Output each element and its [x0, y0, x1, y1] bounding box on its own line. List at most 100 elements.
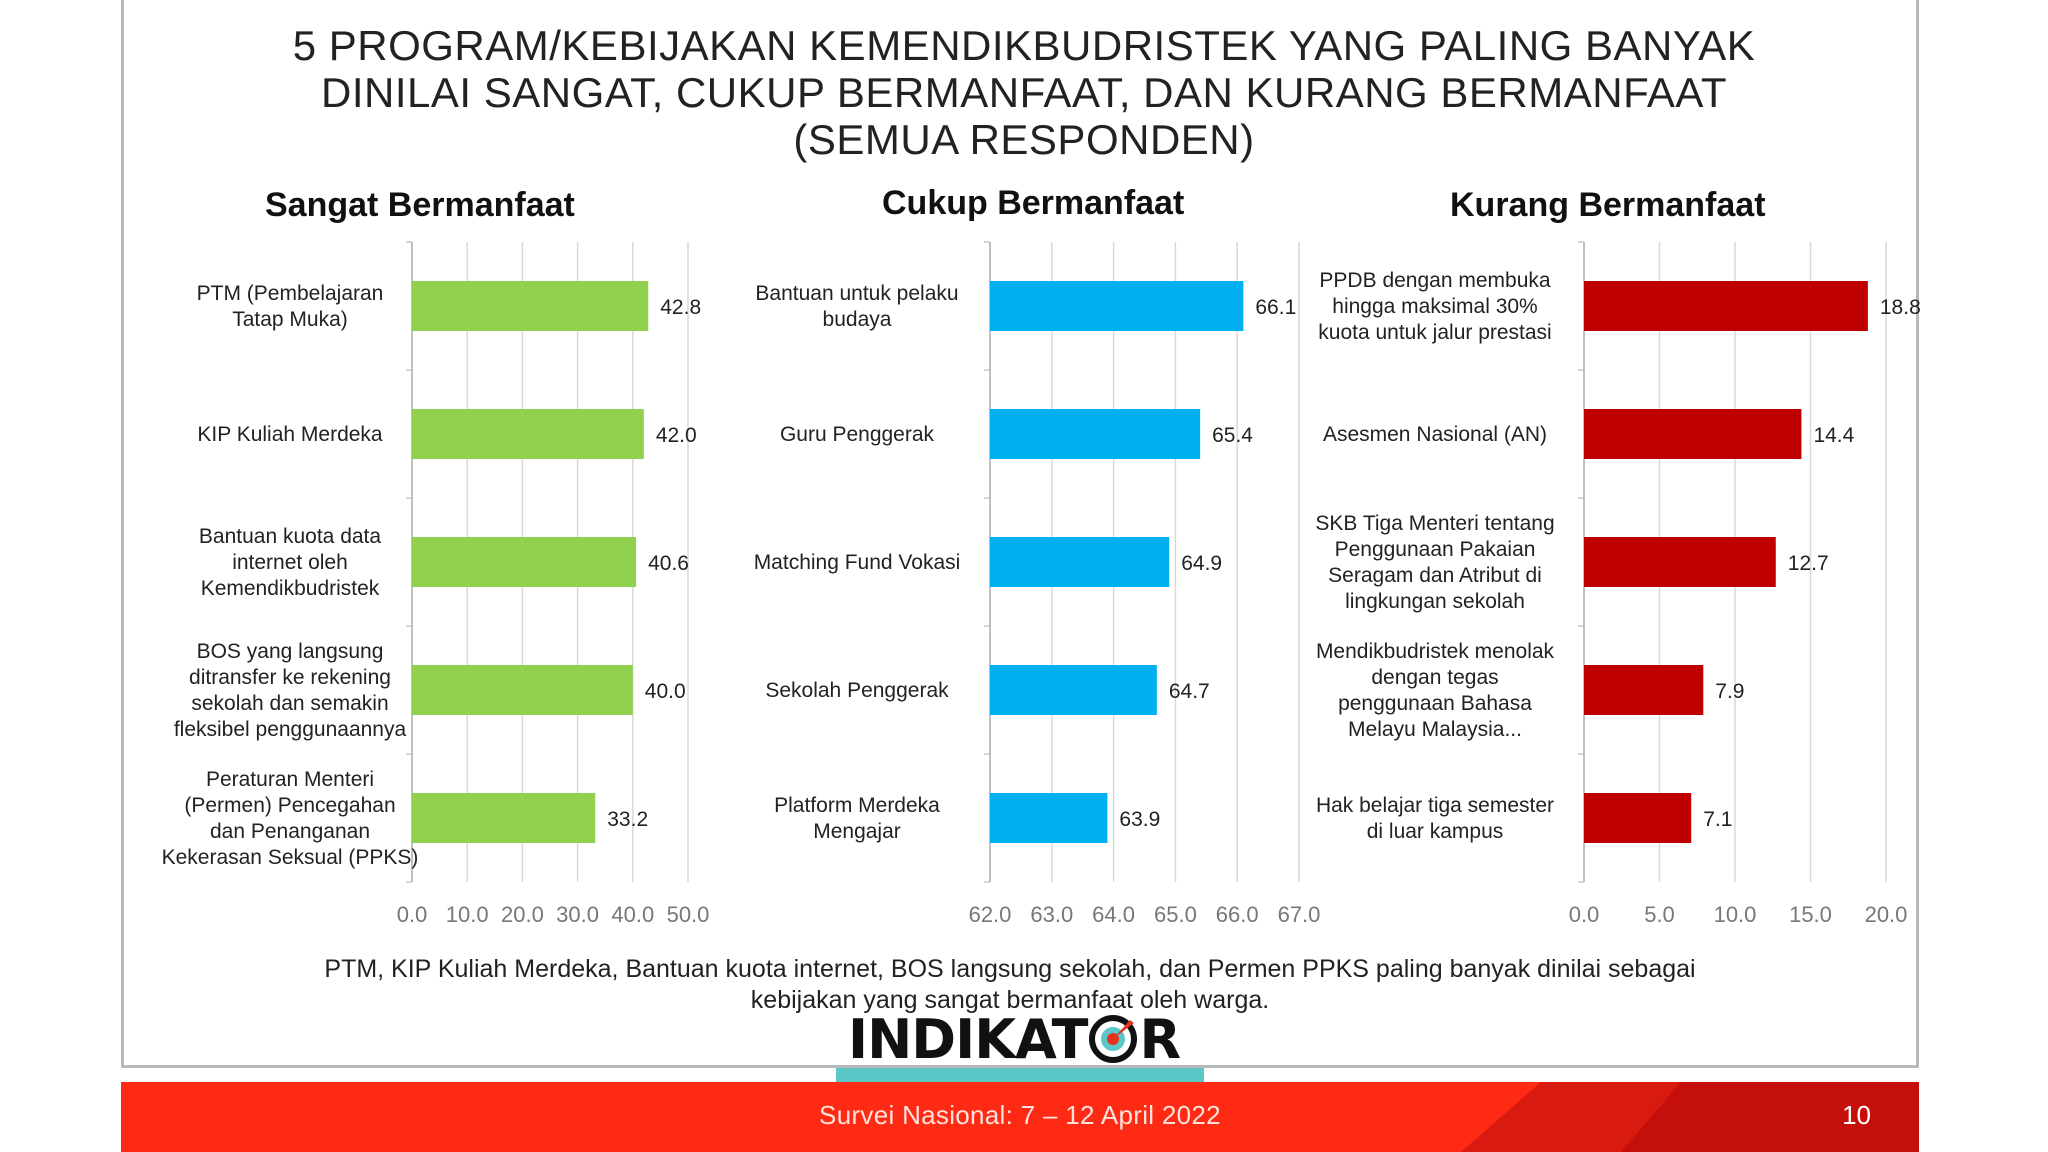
category-label: Matching Fund Vokasi [754, 551, 961, 574]
data-label: 42.0 [656, 424, 697, 447]
category-label: Bantuan untuk pelaku [755, 282, 958, 305]
tick-label: 0.0 [397, 902, 428, 927]
bar [412, 281, 649, 331]
category-label: BOS yang langsung [197, 640, 384, 663]
tick-label: 20.0 [501, 902, 544, 927]
category-label: Mendikbudristek menolak [1316, 640, 1555, 663]
bar [990, 409, 1201, 459]
tick-label: 65.0 [1154, 902, 1197, 927]
slide-title-line-3: (SEMUA RESPONDEN) [793, 116, 1255, 163]
category-label: Mengajar [813, 820, 901, 843]
category-label: sekolah dan semakin [191, 692, 388, 715]
charts-area: 0.0 10.0 20.0 30.0 40.0 50.0 42.8 PTM (Pembelaj… [162, 241, 1921, 927]
tick-label: 30.0 [556, 902, 599, 927]
footnote: PTM, KIP Kuliah Merdeka, Bantuan kuota i… [180, 954, 1840, 1016]
bar [1584, 281, 1868, 331]
category-label: ditransfer ke rekening [189, 666, 391, 689]
category-label: fleksibel penggunaannya [174, 718, 407, 741]
category-label: KIP Kuliah Merdeka [197, 423, 383, 446]
category-label: Guru Penggerak [780, 423, 935, 446]
bar [990, 537, 1170, 587]
data-label: 40.6 [648, 552, 689, 575]
data-label: 64.9 [1181, 552, 1222, 575]
tick-label: 63.0 [1030, 902, 1073, 927]
logo-text-right: R [1139, 1007, 1181, 1071]
data-label: 18.8 [1880, 296, 1921, 319]
category-label: Penggunaan Pakaian [1335, 538, 1536, 561]
data-label: 14.4 [1813, 424, 1854, 447]
data-label: 7.9 [1715, 680, 1744, 703]
category-label: Asesmen Nasional (AN) [1323, 423, 1547, 446]
category-label: Tatap Muka) [232, 308, 348, 331]
category-label: penggunaan Bahasa [1338, 692, 1532, 715]
category-label: Peraturan Menteri [206, 768, 374, 791]
tick-label: 64.0 [1092, 902, 1135, 927]
footer-survey-text: Survei Nasional: 7 – 12 April 2022 [819, 1100, 1221, 1130]
bar [1584, 665, 1704, 715]
logo-text-left: INDIKAT [848, 1007, 1088, 1071]
page-number: 10 [1842, 1100, 1871, 1130]
category-label: Kekerasan Seksual (PPKS) [162, 846, 419, 869]
category-label: hingga maksimal 30% [1332, 295, 1537, 318]
panel-title-cukup: Cukup Bermanfaat [882, 184, 1185, 222]
bar [1584, 793, 1692, 843]
category-label: Kemendikbudristek [201, 577, 380, 600]
bar [990, 665, 1157, 715]
category-label: Melayu Malaysia... [1348, 718, 1522, 741]
category-label: Sekolah Penggerak [765, 679, 949, 702]
tick-label: 10.0 [1714, 902, 1757, 927]
footnote-line-2: kebijakan yang sangat bermanfaat oleh wa… [750, 986, 1270, 1014]
bar [412, 537, 637, 587]
footer-bar: Survei Nasional: 7 – 12 April 2022 10 [121, 1082, 1919, 1152]
tick-label: 5.0 [1644, 902, 1675, 927]
category-label: budaya [823, 308, 892, 331]
category-label: Seragam dan Atribut di [1328, 564, 1542, 587]
slide-title-line-2: DINILAI SANGAT, CUKUP BERMANFAAT, DAN KU… [321, 69, 1727, 116]
data-label: 63.9 [1119, 808, 1160, 831]
data-label: 42.8 [660, 296, 701, 319]
tick-label: 67.0 [1278, 902, 1321, 927]
category-label: kuota untuk jalur prestasi [1318, 321, 1551, 344]
footnote-line-1: PTM, KIP Kuliah Merdeka, Bantuan kuota i… [324, 955, 1696, 983]
bar [412, 409, 644, 459]
category-label: internet oleh [232, 551, 348, 574]
data-label: 7.1 [1703, 808, 1732, 831]
tick-label: 50.0 [667, 902, 710, 927]
slide-frame [121, 0, 1919, 1068]
tick-label: 66.0 [1216, 902, 1259, 927]
data-label: 64.7 [1169, 680, 1210, 703]
category-label: Bantuan kuota data [199, 525, 381, 548]
panel-title-sangat: Sangat Bermanfaat [265, 186, 575, 224]
bar [990, 793, 1108, 843]
data-label: 40.0 [645, 680, 686, 703]
data-label: 33.2 [607, 808, 648, 831]
footer-background [121, 1082, 1919, 1152]
tick-label: 0.0 [1569, 902, 1600, 927]
tick-label: 10.0 [446, 902, 489, 927]
indikator-logo: INDIKAT R [848, 1007, 1188, 1071]
data-label: 66.1 [1255, 296, 1296, 319]
category-label: di luar kampus [1367, 820, 1504, 843]
data-label: 65.4 [1212, 424, 1253, 447]
category-label: PPDB dengan membuka [1319, 269, 1550, 292]
slide-title-line-1: 5 PROGRAM/KEBIJAKAN KEMENDIKBUDRISTEK YA… [292, 22, 1756, 69]
tick-label: 40.0 [611, 902, 654, 927]
tick-label: 62.0 [969, 902, 1012, 927]
bar [1584, 537, 1776, 587]
category-label: dengan tegas [1371, 666, 1498, 689]
tick-label: 15.0 [1789, 902, 1832, 927]
category-label: Platform Merdeka [774, 794, 940, 817]
panel-title-kurang: Kurang Bermanfaat [1450, 186, 1766, 224]
category-label: (Permen) Pencegahan [184, 794, 395, 817]
bar [1584, 409, 1802, 459]
category-label: Hak belajar tiga semester [1316, 794, 1554, 817]
bar [990, 281, 1244, 331]
category-label: SKB Tiga Menteri tentang [1315, 512, 1554, 535]
target-logo-icon [1089, 1015, 1138, 1063]
bar [412, 793, 596, 843]
bar [412, 665, 633, 715]
data-label: 12.7 [1788, 552, 1829, 575]
category-label: lingkungan sekolah [1345, 590, 1525, 613]
category-label: dan Penanganan [210, 820, 370, 843]
category-label: PTM (Pembelajaran [197, 282, 384, 305]
